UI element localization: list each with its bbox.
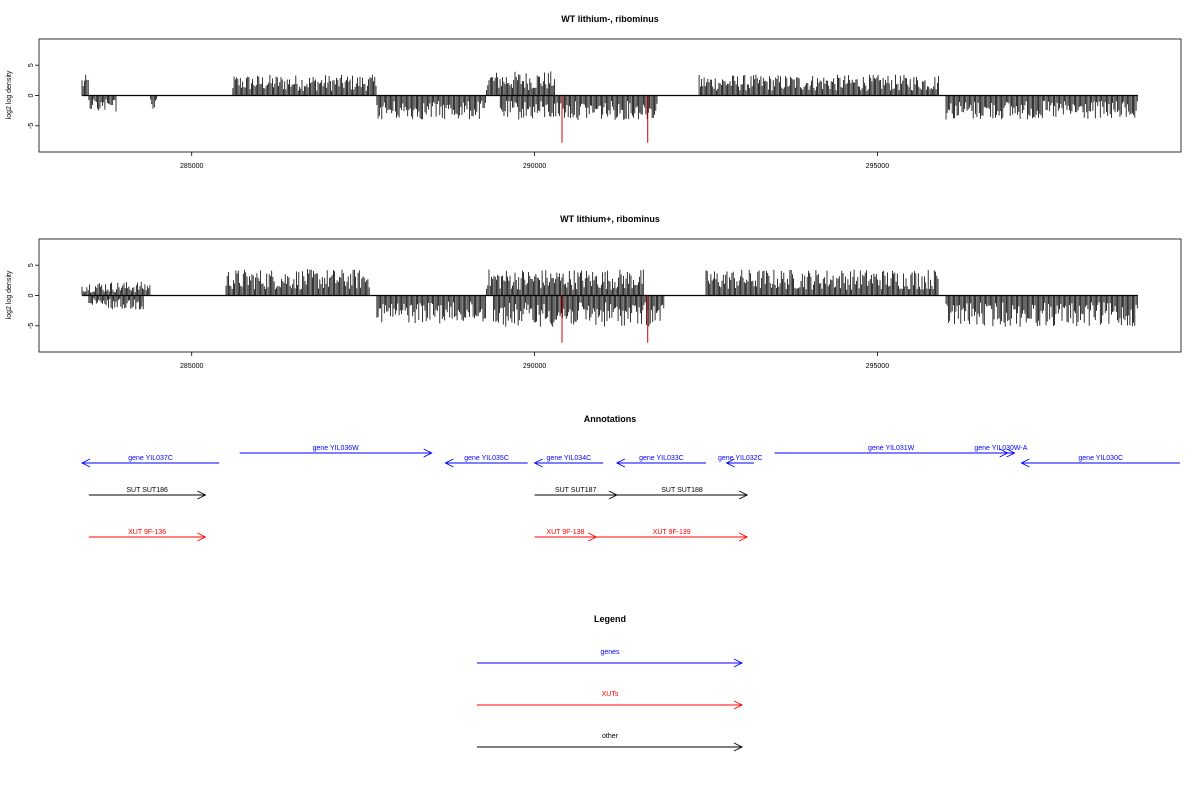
legend: Legend genes XUTs other — [477, 614, 744, 752]
y-axis-label: log2 log density — [6, 270, 13, 319]
xut-label: XUT 9F-139 — [653, 529, 691, 536]
gene-label: gene YIL035C — [464, 455, 509, 462]
xut-arrowhead — [738, 532, 749, 542]
gene-arrowhead — [423, 448, 433, 458]
gene-arrowhead — [725, 458, 735, 468]
gene-label: gene YIL037C — [128, 455, 173, 462]
xut-arrowhead — [197, 532, 207, 542]
x-tick-label: 295000 — [866, 363, 889, 370]
sut-annotations: SUT SUT186 SUT SUT187 SUT SUT188 — [88, 487, 749, 500]
legend-arrowhead — [733, 658, 744, 668]
axes: 5 0 -5 285000 290000 295000 — [28, 263, 889, 370]
y-tick-label: 5 — [28, 263, 35, 267]
gene-label: gene YIL031W — [868, 445, 915, 452]
gene-arrowhead — [533, 458, 543, 468]
x-tick-label: 290000 — [523, 163, 546, 170]
sut-label: SUT SUT187 — [555, 487, 597, 494]
gene-label: gene YIL030W-A — [974, 445, 1027, 452]
annotations-title: Annotations — [584, 414, 637, 424]
axes: 5 0 -5 285000 290000 295000 — [28, 63, 889, 170]
gene-arrowhead — [444, 458, 454, 468]
gene-label: gene YIL036W — [313, 445, 360, 452]
gene-arrowhead — [615, 458, 626, 468]
gene-label: gene YIL032C — [718, 455, 763, 462]
coverage-panel-lithium-minus: WT lithium-, ribominus log2 log density … — [6, 14, 1182, 170]
y-axis-label: log2 log density — [6, 70, 13, 119]
gene-label: gene YIL033C — [639, 455, 684, 462]
gene-annotations: gene YIL037C gene YIL036W gene YIL035C gene… — [80, 445, 1180, 468]
coverage-bars — [81, 269, 1138, 343]
gene-label: gene YIL034C — [547, 455, 592, 462]
legend-label: XUTs — [602, 691, 619, 698]
xut-label: XUT 9F-138 — [546, 529, 584, 536]
chart-title: WT lithium+, ribominus — [560, 214, 660, 224]
xut-annotations: XUT 9F-136 XUT 9F-138 XUT 9F-139 — [88, 529, 749, 542]
y-tick-label: 0 — [28, 93, 35, 97]
sut-label: SUT SUT188 — [661, 487, 703, 494]
x-tick-label: 290000 — [523, 363, 546, 370]
y-tick-label: 0 — [28, 293, 35, 297]
coverage-panel-lithium-plus: WT lithium+, ribominus log2 log density … — [6, 214, 1182, 370]
legend-label: genes — [600, 649, 620, 656]
y-tick-label: -5 — [28, 123, 35, 129]
gene-label: gene YIL030C — [1078, 455, 1123, 462]
sut-arrowhead — [738, 490, 749, 500]
gene-arrowhead — [1020, 458, 1030, 468]
legend-items: genes XUTs other — [477, 649, 744, 752]
y-tick-label: -5 — [28, 323, 35, 329]
legend-arrowhead — [733, 700, 744, 710]
legend-label: other — [602, 733, 619, 740]
chart-title: WT lithium-, ribominus — [561, 14, 659, 24]
coverage-bars — [81, 71, 1138, 143]
legend-title: Legend — [594, 614, 626, 624]
xut-label: XUT 9F-136 — [128, 529, 166, 536]
y-tick-label: 5 — [28, 63, 35, 67]
x-tick-label: 285000 — [180, 363, 203, 370]
sut-label: SUT SUT186 — [126, 487, 168, 494]
x-tick-label: 285000 — [180, 163, 203, 170]
gene-arrowhead — [80, 458, 91, 468]
sut-arrowhead — [197, 490, 207, 500]
gene-arrowhead — [1006, 448, 1016, 458]
x-tick-label: 295000 — [866, 163, 889, 170]
legend-arrowhead — [733, 742, 744, 752]
